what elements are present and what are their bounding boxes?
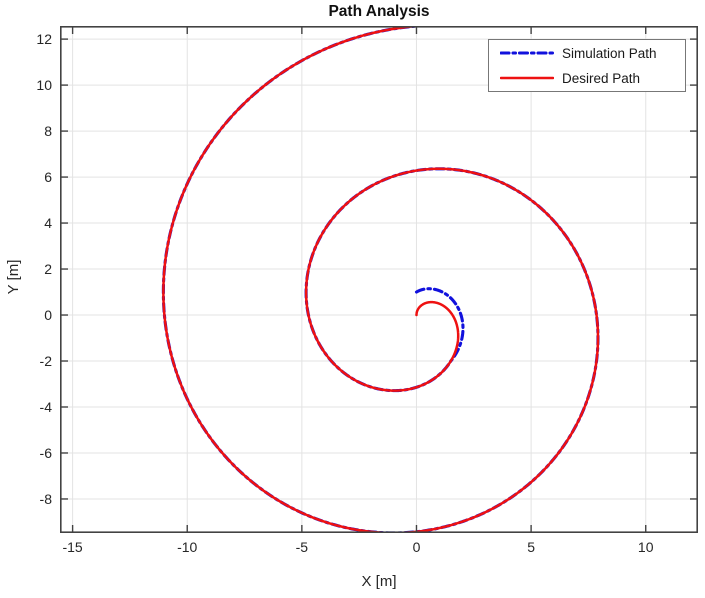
x-tick-label: 5 [527, 539, 535, 555]
y-tick-label: 6 [44, 169, 52, 186]
y-tick-label: 10 [36, 77, 52, 94]
x-tick-label: 0 [412, 539, 421, 555]
x-axis-label: X [m] [361, 573, 397, 590]
series-curve-1 [162, 26, 600, 533]
plot-title: Path Analysis [328, 3, 430, 20]
legend: Simulation Path Desired Path [488, 39, 686, 92]
legend-item-simulation-path: Simulation Path [489, 41, 685, 65]
x-tick-label: 10 [637, 539, 654, 555]
series-curve-0 [161, 26, 600, 533]
y-tick-label: 12 [36, 31, 52, 48]
y-tick-label: 4 [44, 215, 52, 232]
legend-item-desired-path: Desired Path [489, 66, 685, 90]
x-tick-label: -5 [295, 539, 309, 555]
y-tick-label: 2 [44, 261, 52, 278]
x-tick-label: -10 [177, 539, 198, 555]
y-tick-label: -6 [39, 444, 52, 461]
legend-label-simulation-path: Simulation Path [562, 45, 657, 61]
y-tick-label: -8 [39, 490, 52, 507]
y-tick-label: -4 [39, 398, 52, 415]
legend-label-desired-path: Desired Path [562, 70, 641, 86]
y-tick-label: 8 [44, 123, 52, 140]
plot-area [60, 26, 698, 533]
simulation-path-line-sample [500, 51, 554, 55]
y-tick-label: -2 [39, 353, 52, 369]
y-tick-label: 0 [44, 307, 52, 324]
desired-path-line-sample [500, 76, 554, 80]
x-tick-label: -15 [62, 539, 83, 555]
